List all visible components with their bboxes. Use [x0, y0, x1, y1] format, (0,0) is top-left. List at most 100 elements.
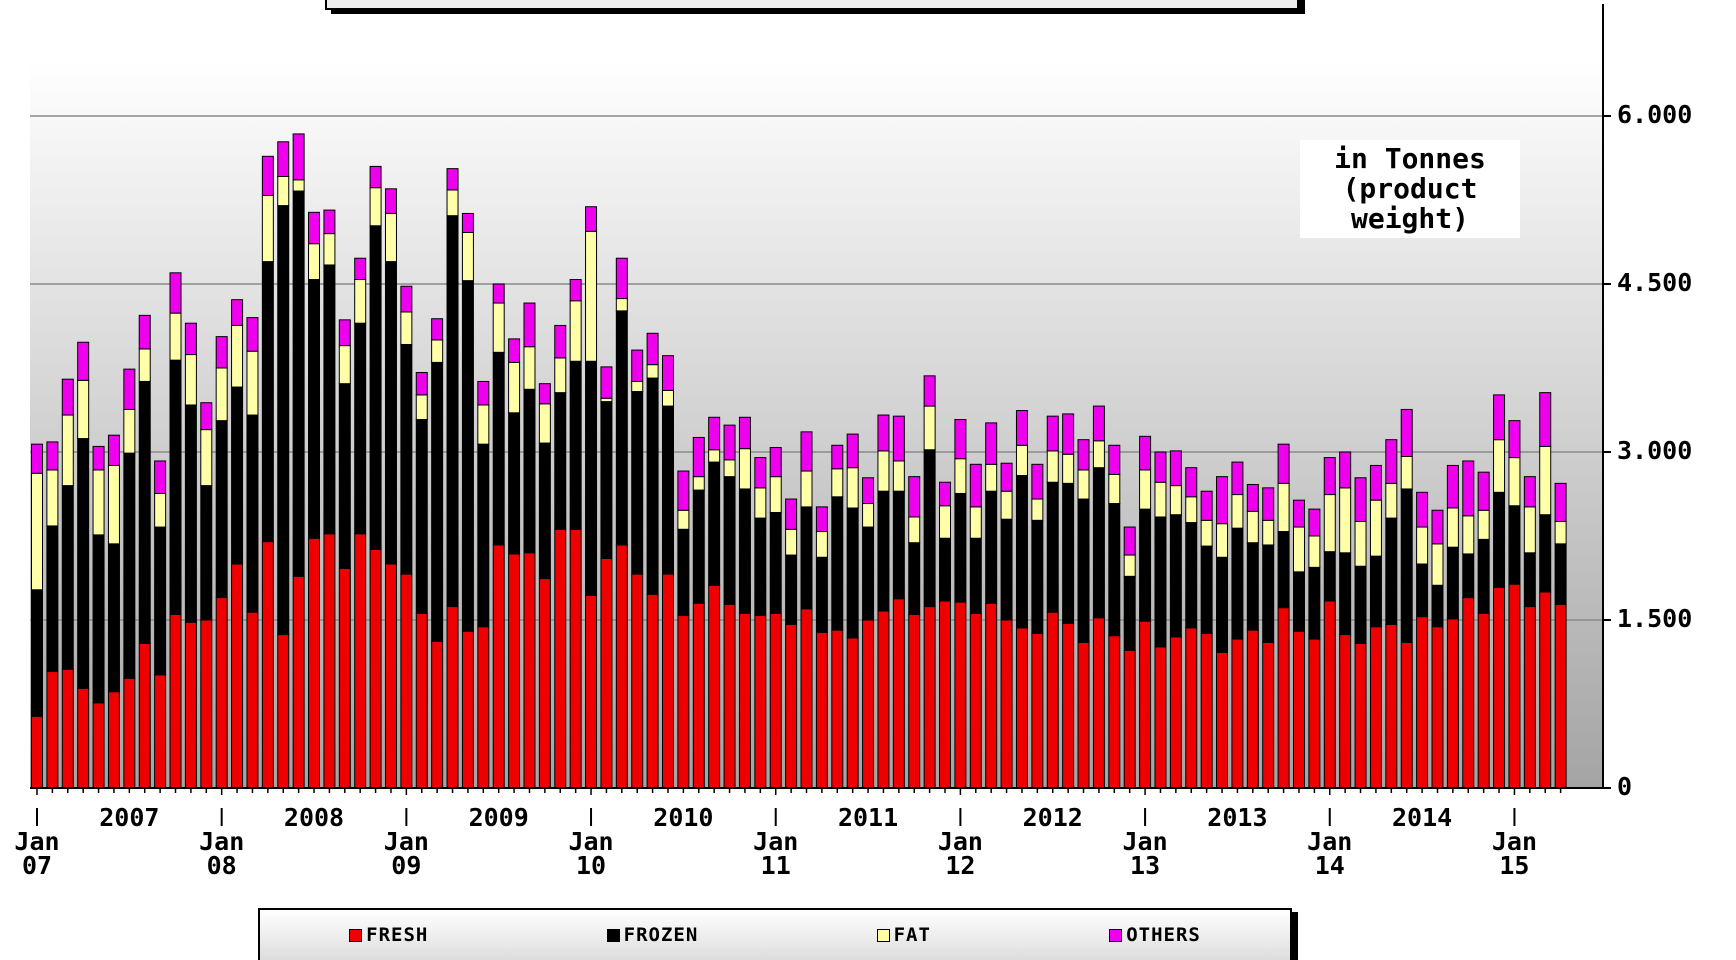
bar-segment — [184, 621, 197, 789]
bar-segment — [308, 279, 321, 539]
bar-segment — [1554, 520, 1567, 545]
y-tick-label: 6.000 — [1617, 100, 1692, 129]
bar-segment — [1369, 626, 1382, 789]
bar-segment — [969, 537, 982, 614]
bar-segment — [1031, 498, 1044, 521]
bar-segment — [31, 589, 43, 717]
bar-segment — [754, 615, 767, 789]
bar-segment — [77, 379, 90, 440]
bar-segment — [154, 526, 167, 676]
bar-segment — [1139, 620, 1152, 789]
bar-segment — [815, 531, 828, 558]
bar-segment — [92, 445, 105, 471]
bar-segment — [785, 623, 798, 789]
bar-segment — [1416, 526, 1429, 565]
bar-segment — [1216, 556, 1229, 653]
bar-segment — [369, 165, 382, 189]
bar-segment — [277, 205, 290, 636]
bar-segment — [261, 541, 274, 789]
bar-segment — [1231, 638, 1244, 789]
bar-segment — [431, 640, 444, 789]
bar-segment — [523, 388, 536, 554]
bar-segment — [923, 606, 936, 789]
bar-segment — [1523, 506, 1536, 554]
bar-segment — [615, 298, 628, 312]
bar-segment — [615, 310, 628, 546]
bar-segment — [769, 447, 782, 478]
bar-segment — [1277, 607, 1290, 789]
bar-segment — [338, 319, 351, 347]
bar-segment — [939, 600, 952, 789]
bar-segment — [123, 677, 136, 789]
bar-segment — [1431, 543, 1444, 586]
bar-segment — [1554, 482, 1567, 522]
bar-segment — [1200, 519, 1213, 547]
bar-segment — [538, 403, 551, 444]
bar-segment — [1123, 526, 1136, 556]
bar-segment — [923, 405, 936, 451]
bar-segment — [785, 498, 798, 530]
bar-segment — [538, 383, 551, 405]
bar-segment — [1200, 545, 1213, 634]
bar-segment — [985, 463, 998, 492]
bar-segment — [1400, 455, 1413, 490]
bar-segment — [169, 359, 182, 615]
bar-segment — [1339, 487, 1352, 554]
bar-segment — [1062, 622, 1075, 789]
bar-segment — [31, 472, 43, 591]
bar-segment — [492, 544, 505, 789]
bar-segment — [1092, 467, 1105, 619]
bar-segment — [800, 608, 813, 789]
bar-segment — [1031, 519, 1044, 634]
bar-segment — [138, 348, 151, 382]
bar-segment — [939, 505, 952, 539]
bar-segment — [661, 405, 674, 575]
bar-segment — [1031, 463, 1044, 500]
bar-segment — [92, 702, 105, 789]
bar-segment — [523, 552, 536, 789]
bar-segment — [1385, 517, 1398, 625]
bar-segment — [477, 443, 490, 628]
year-label: 2011 — [837, 803, 899, 832]
bar-segment — [892, 460, 905, 492]
bar-segment — [215, 367, 228, 422]
bar-segment — [692, 602, 705, 789]
bar-segment — [569, 300, 582, 362]
bar-segment — [1200, 632, 1213, 789]
bar-segment — [1323, 600, 1336, 789]
bar-segment — [785, 528, 798, 556]
bar-segment — [138, 380, 151, 645]
bar-segment — [1185, 467, 1198, 498]
bar-segment — [61, 668, 74, 789]
bar-segment — [1339, 552, 1352, 636]
bar-segment — [754, 487, 767, 519]
bar-segment — [1508, 505, 1521, 585]
legend-label: FROZEN — [623, 924, 699, 946]
bar-segment — [1292, 630, 1305, 789]
legend-swatch — [606, 928, 620, 942]
bar-segment — [800, 431, 813, 472]
bar-segment — [738, 488, 751, 614]
bar-segment — [600, 366, 613, 399]
bar-segment — [908, 476, 921, 518]
bar-segment — [154, 674, 167, 789]
bar-segment — [1216, 651, 1229, 789]
y-tick-label: 0 — [1617, 772, 1632, 801]
bar-segment — [646, 332, 659, 366]
bar-segment — [107, 464, 120, 545]
year-label: 2014 — [1391, 803, 1453, 832]
bar-segment — [862, 477, 875, 505]
bar-segment — [600, 401, 613, 559]
bar-segment — [846, 467, 859, 509]
bar-segment — [1385, 482, 1398, 519]
year-label: 2010 — [653, 803, 714, 832]
bar-segment — [246, 611, 259, 789]
bar-segment — [1400, 408, 1413, 457]
bar-segment — [184, 354, 197, 406]
bar-segment — [1231, 494, 1244, 529]
bar-segment — [1277, 443, 1290, 484]
bar-segment — [323, 209, 336, 235]
bar-segment — [1539, 392, 1552, 447]
bar-segment — [1369, 464, 1382, 501]
bar-segment — [569, 360, 582, 530]
